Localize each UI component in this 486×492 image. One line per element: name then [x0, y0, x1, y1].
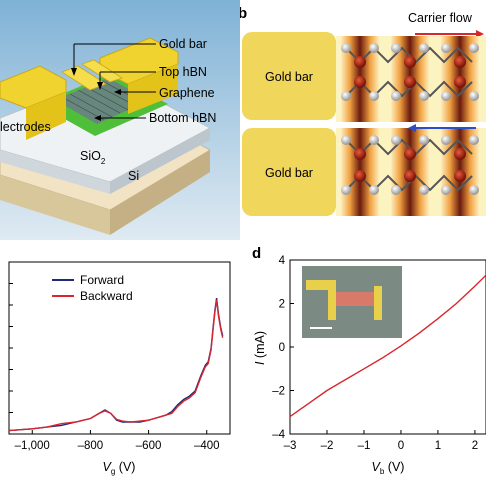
- chart-d-ytick-label: –2: [272, 386, 285, 398]
- chart-d-ytick-label: 2: [279, 299, 285, 311]
- chart-d-xtick-label: 0: [398, 440, 404, 452]
- panel-a-device-schematic: Gold bar Top hBN Graphene Bottom hBN lec…: [0, 0, 240, 240]
- chart-d-ylabel: I (mA): [253, 331, 267, 365]
- arrowhead-gold: [71, 68, 77, 76]
- gold-bar-top-label: Gold bar: [265, 70, 313, 84]
- carrier-flow-label: Carrier flow: [408, 11, 473, 25]
- gold-bar-top-block: [242, 32, 336, 120]
- graphene-sheet: [55, 78, 150, 124]
- panel-c-chart: –1,000 –800 –600 –400 Forward Backward Vg (…: [0, 240, 240, 487]
- graphene-lattice: [61, 80, 145, 121]
- sio2-left-face: [0, 150, 110, 194]
- chart-d: d –4 –2 0 2 4 –3 –2 –1 0 1 2 I (mA) Vb (V): [252, 245, 486, 476]
- inset-electrode-right: [374, 286, 382, 320]
- gold-bar-shape-2: [81, 59, 123, 83]
- legend-forward-label: Forward: [80, 273, 124, 287]
- chart-c-xticks: –1,000 –800 –600 –400: [15, 430, 220, 452]
- chart-c-series-forward: [8, 298, 224, 432]
- inset-electrode-left: [306, 280, 334, 290]
- carrier-flow-figure: b Carrier flow: [238, 5, 486, 216]
- sio2-right-face: [110, 128, 210, 194]
- label-si: Si: [128, 169, 139, 183]
- chart-d-xtick-label: –1: [358, 440, 371, 452]
- device-schematic: Gold bar Top hBN Graphene Bottom hBN lec…: [0, 0, 240, 240]
- chart-d-xtick-label: –2: [321, 440, 334, 452]
- carrier-flow-blue-arrowhead: [408, 124, 416, 132]
- chart-c-xtick-label: –600: [136, 440, 162, 452]
- label-bottom-hbn: Bottom hBN: [149, 111, 216, 125]
- si-left-face: [0, 175, 110, 235]
- arrowhead-top-hbn: [97, 82, 103, 90]
- label-graphene: Graphene: [159, 86, 215, 100]
- chart-d-ytick-label: –4: [272, 429, 285, 441]
- chart-c-xtick-label: –1,000: [15, 440, 50, 452]
- chart-d-xticks: –3 –2 –1 0 1 2: [284, 430, 478, 452]
- chart-d-xtick-label: –3: [284, 440, 297, 452]
- inset-electrode-left-vertical: [328, 280, 336, 320]
- label-gold-bar: Gold bar: [159, 37, 207, 51]
- chart-d-xlabel: Vb (V): [372, 460, 405, 476]
- chart-c-series: [8, 298, 224, 432]
- chart-d-ytick-label: 4: [279, 255, 286, 267]
- chart-c-series-backward: [8, 299, 224, 432]
- chart-c-xtick-label: –800: [78, 440, 104, 452]
- lattice-atoms: [341, 43, 479, 195]
- chart-c-xlabel: Vg (V): [103, 460, 136, 476]
- chart-d-yticks: –4 –2 0 2 4: [272, 255, 294, 441]
- panel-letter-b: b: [240, 5, 247, 22]
- chart-c-yticks: [9, 261, 13, 435]
- left-electrode-front: [26, 92, 66, 140]
- label-electrodes: lectrodes: [0, 120, 51, 134]
- chart-c: –1,000 –800 –600 –400 Forward Backward Vg (…: [8, 261, 231, 476]
- panel-b-carrier-flow: b Carrier flow: [238, 0, 486, 240]
- label-sio2: SiO2: [80, 149, 106, 166]
- gold-bar-bottom-block: [242, 128, 336, 216]
- chart-d-series: [289, 274, 486, 418]
- panel-d-chart: d –4 –2 0 2 4 –3 –2 –1 0 1 2 I (mA) Vb (V): [240, 240, 486, 487]
- chart-d-xtick-label: 1: [435, 440, 441, 452]
- inset-device-channel: [336, 292, 374, 306]
- chart-d-iv-curve: [289, 274, 486, 418]
- chart-d-xtick-label: 2: [472, 440, 478, 452]
- arrowhead-graphene: [114, 89, 121, 95]
- arrowhead-bottom-hbn: [94, 115, 101, 121]
- right-electrode-front: [128, 64, 178, 114]
- si-right-face: [110, 150, 210, 235]
- chart-c-frame: [8, 261, 231, 435]
- gold-bar-bottom-label: Gold bar: [265, 166, 313, 180]
- panel-letter-d: d: [252, 245, 261, 262]
- leader-lines: [73, 43, 156, 119]
- chart-c-xtick-label: –400: [194, 440, 220, 452]
- legend-backward-label: Backward: [80, 289, 133, 303]
- chart-d-ytick-label: 0: [279, 342, 285, 354]
- lattice-bonds: [345, 46, 473, 192]
- label-top-hbn: Top hBN: [159, 65, 207, 79]
